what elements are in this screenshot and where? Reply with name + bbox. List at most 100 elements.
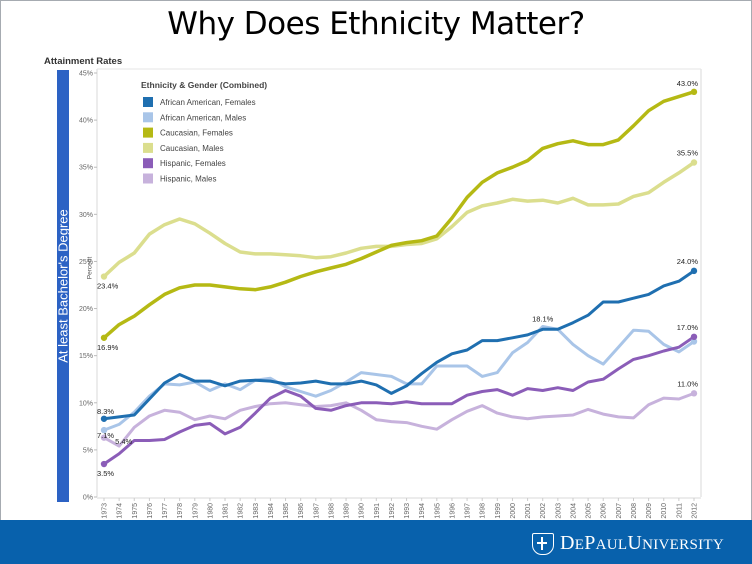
data-labels: 8.3% 7.1% 16.9% 23.4% 3.5% 5.4% 18.1% 43.0% 35.5… bbox=[97, 79, 698, 478]
y-tick-label: 35% bbox=[79, 165, 93, 172]
x-tick-label: 1978 bbox=[177, 503, 184, 519]
x-tick-label: 1986 bbox=[298, 503, 305, 519]
x-tick-label: 1977 bbox=[162, 503, 169, 519]
x-tick-label: 2000 bbox=[510, 503, 517, 519]
legend-swatch bbox=[143, 158, 153, 169]
x-tick-label: 2009 bbox=[646, 503, 653, 519]
legend-entry-label: Hispanic, Males bbox=[160, 175, 216, 184]
shield-icon bbox=[531, 532, 554, 555]
x-tick-label: 2005 bbox=[586, 503, 593, 519]
legend-swatch bbox=[143, 127, 153, 138]
end-marker-caucasian-females bbox=[690, 88, 698, 96]
legend-entry-label: Caucasian, Males bbox=[160, 144, 224, 153]
y-tick-label: 40% bbox=[79, 118, 93, 125]
y-tick-label: 45% bbox=[79, 71, 93, 78]
x-tick-label: 2001 bbox=[525, 503, 532, 519]
series-line-african-american-males bbox=[102, 325, 696, 432]
x-tick-label: 1980 bbox=[207, 503, 214, 519]
logo-text: DEPAULUNIVERSITY bbox=[559, 532, 724, 554]
legend: Ethnicity & Gender (Combined) African Ame… bbox=[141, 80, 267, 184]
x-tick-label: 1985 bbox=[283, 503, 290, 519]
series-line-caucasian-females bbox=[102, 90, 696, 340]
panel-title: Attainment Rates bbox=[44, 56, 123, 67]
y-tick-label: 20% bbox=[79, 306, 93, 313]
end-marker-hispanic-females bbox=[690, 333, 698, 341]
end-marker-caucasian-males bbox=[690, 159, 698, 166]
x-tick-label: 1976 bbox=[147, 503, 154, 519]
start-marker-caucasian-females bbox=[100, 334, 108, 341]
label-hisp-male-1974: 5.4% bbox=[115, 437, 132, 446]
x-tick-label: 2004 bbox=[570, 503, 577, 519]
slide-title: Why Does Ethnicity Matter? bbox=[167, 6, 585, 42]
label-aa-male-start: 7.1% bbox=[97, 431, 114, 440]
axes: 0% 5% 10% 15% 20% 25% 30% 35% 40% 45% 1973 1974 1975… bbox=[79, 68, 702, 519]
label-aa-female-start: 8.3% bbox=[97, 407, 114, 416]
series-line-african-american-females bbox=[102, 269, 696, 421]
y-tick-label: 10% bbox=[79, 400, 93, 407]
label-aa-male-peak: 18.1% bbox=[532, 314, 554, 323]
y-tick-label: 0% bbox=[83, 495, 93, 502]
end-marker-hispanic-males bbox=[690, 390, 698, 397]
label-cauc-male-end: 35.5% bbox=[677, 149, 699, 158]
x-tick-label: 1973 bbox=[102, 503, 109, 519]
x-tick-label: 1992 bbox=[389, 503, 396, 519]
x-tick-label: 2006 bbox=[601, 503, 608, 519]
x-tick-label: 1975 bbox=[132, 503, 139, 519]
x-tick-label: 1982 bbox=[238, 503, 245, 519]
label-cauc-female-end: 43.0% bbox=[677, 79, 699, 88]
legend-swatch bbox=[143, 173, 153, 184]
line-chart: 0% 5% 10% 15% 20% 25% 30% 35% 40% 45% 1973 1974 1975… bbox=[79, 68, 702, 519]
label-hisp-female-end: 17.0% bbox=[677, 323, 699, 332]
x-tick-label: 1983 bbox=[253, 503, 260, 519]
x-tick-label: 1997 bbox=[465, 503, 472, 519]
legend-entry-label: African American, Females bbox=[160, 98, 256, 107]
legend-swatch bbox=[143, 142, 153, 153]
label-hisp-male-end: 11.0% bbox=[677, 379, 698, 388]
start-marker-african-american-males bbox=[100, 426, 108, 434]
x-tick-label: 1989 bbox=[344, 503, 351, 519]
footer-bar: DEPAULUNIVERSITY bbox=[0, 520, 752, 564]
x-tick-label: 1993 bbox=[404, 503, 411, 519]
label-cauc-female-start: 16.9% bbox=[97, 343, 119, 352]
end-marker-african-american-males bbox=[690, 338, 698, 345]
x-tick-label: 2002 bbox=[540, 503, 547, 519]
y-tick-label: 30% bbox=[79, 212, 93, 219]
series-line-hispanic-males bbox=[102, 391, 696, 448]
x-tick-label: 1988 bbox=[328, 503, 335, 519]
x-tick-label: 2011 bbox=[676, 503, 683, 518]
x-tick-label: 1974 bbox=[117, 503, 124, 519]
start-marker-hispanic-males bbox=[100, 434, 108, 441]
label-aa-female-end: 24.0% bbox=[677, 257, 699, 266]
start-marker-caucasian-males bbox=[100, 273, 108, 280]
y-tick-label: 15% bbox=[79, 353, 93, 360]
legend-entry-label: Hispanic, Females bbox=[160, 159, 226, 168]
x-tick-label: 1987 bbox=[313, 503, 320, 519]
x-tick-label: 1996 bbox=[449, 503, 456, 519]
y-tick-label: 5% bbox=[83, 447, 93, 454]
depaul-logo: DEPAULUNIVERSITY bbox=[531, 532, 724, 555]
x-tick-label: 1990 bbox=[359, 503, 366, 519]
legend-swatch bbox=[143, 112, 153, 123]
legend-entry-label: African American, Males bbox=[160, 113, 246, 122]
label-hisp-female-start: 3.5% bbox=[97, 469, 114, 478]
x-tick-label: 1979 bbox=[192, 503, 199, 519]
x-tick-label: 1995 bbox=[434, 503, 441, 519]
x-tick-label: 2010 bbox=[661, 503, 668, 519]
series-line-hispanic-females bbox=[102, 335, 696, 466]
x-tick-label: 1998 bbox=[480, 503, 487, 519]
label-cauc-male-start: 23.4% bbox=[97, 282, 119, 291]
legend-swatch bbox=[143, 97, 153, 107]
start-marker-hispanic-females bbox=[100, 460, 108, 468]
legend-entry-label: Caucasian, Females bbox=[160, 129, 233, 138]
end-marker-african-american-females bbox=[690, 267, 698, 275]
x-tick-label: 1991 bbox=[374, 503, 381, 519]
x-tick-label: 1984 bbox=[268, 503, 275, 519]
x-tick-label: 2008 bbox=[631, 503, 638, 519]
y-tick-label: 25% bbox=[79, 259, 93, 266]
side-band bbox=[57, 70, 69, 502]
x-tick-label: 1994 bbox=[419, 503, 426, 519]
x-tick-label: 1999 bbox=[495, 503, 502, 519]
start-marker-african-american-females bbox=[100, 415, 108, 422]
series-lines bbox=[102, 90, 696, 466]
x-tick-label: 2007 bbox=[616, 503, 623, 519]
